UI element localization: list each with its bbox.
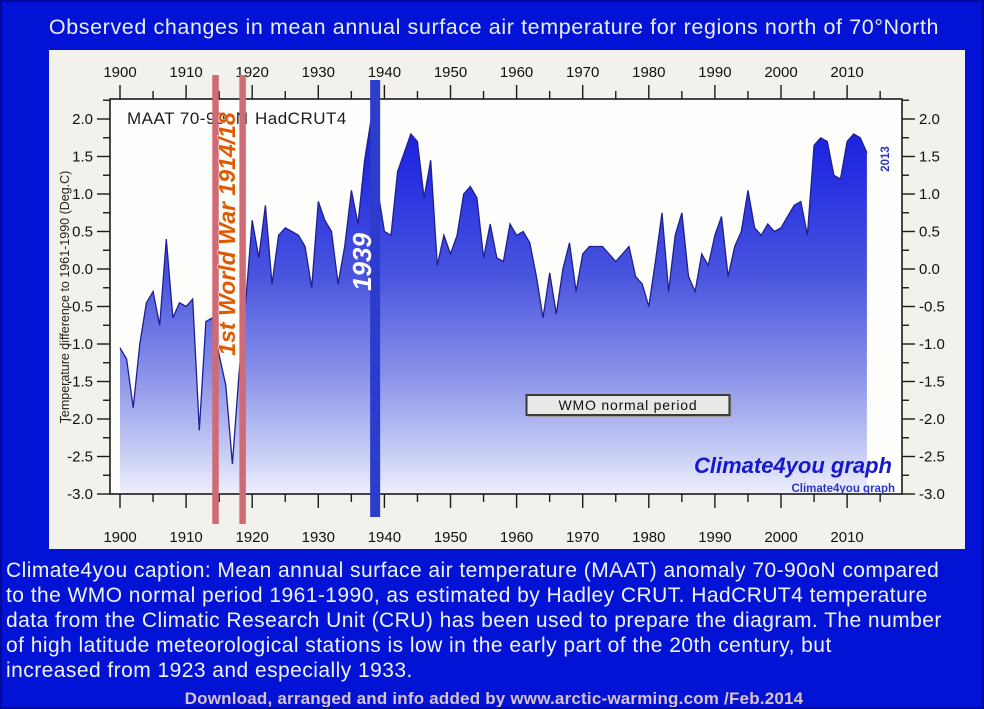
svg-text:-1.0: -1.0 [919, 336, 945, 353]
last-year-label: 2013 [880, 146, 892, 172]
year-1939-annotation-text: 1939 [347, 233, 377, 291]
svg-text:2010: 2010 [830, 529, 863, 546]
svg-text:-1.5: -1.5 [919, 374, 945, 391]
wmo-normal-period-box [525, 394, 731, 416]
svg-text:1980: 1980 [632, 64, 665, 81]
chart-panel: 2.0 2.0 1.5 1.5 1.0 1.0 0.5 0.5 0.0 0.0 -0.5 -0.5 -1… [49, 50, 965, 549]
svg-text:1940: 1940 [368, 64, 401, 81]
brand-text-small: Climate4you graph [791, 483, 895, 495]
svg-text:1.5: 1.5 [72, 149, 93, 166]
svg-text:-2.5: -2.5 [919, 449, 945, 466]
svg-text:2010: 2010 [830, 64, 863, 81]
axis-frame [109, 98, 903, 495]
svg-text:1940: 1940 [368, 529, 401, 546]
temperature-anomaly-chart: 2.0 2.0 1.5 1.5 1.0 1.0 0.5 0.5 0.0 0.0 -0.5 -0.5 -1… [58, 64, 945, 546]
svg-text:1950: 1950 [434, 529, 467, 546]
svg-text:1.5: 1.5 [919, 149, 940, 166]
wmo-normal-period-label: WMO normal period [559, 397, 698, 413]
svg-text:1920: 1920 [236, 529, 269, 546]
svg-text:2.0: 2.0 [72, 111, 93, 128]
svg-text:1930: 1930 [302, 64, 335, 81]
svg-text:1900: 1900 [103, 529, 136, 546]
ww1-annotation-text: 1st World War 1914/18 [214, 112, 240, 356]
y-axis-title: Temperature difference to 1961-1990 (Deg… [58, 171, 72, 424]
svg-text:2.0: 2.0 [919, 111, 940, 128]
axis-tick-labels: 2.0 2.0 1.5 1.5 1.0 1.0 0.5 0.5 0.0 0.0 -0.5 -0.5 -1… [67, 64, 945, 546]
svg-text:2000: 2000 [764, 64, 797, 81]
chart-caption: Climate4you caption: Mean annual surface… [6, 559, 942, 682]
svg-text:0.5: 0.5 [72, 224, 93, 241]
svg-text:2000: 2000 [764, 529, 797, 546]
svg-text:1970: 1970 [566, 529, 599, 546]
svg-text:1990: 1990 [698, 529, 731, 546]
credit-line: Download, arranged and info added by www… [184, 689, 804, 708]
svg-text:-2.5: -2.5 [67, 449, 93, 466]
page-title: Observed changes in mean annual surface … [48, 15, 940, 39]
svg-text:-2.0: -2.0 [919, 411, 945, 428]
svg-text:1900: 1900 [103, 64, 136, 81]
svg-text:1960: 1960 [500, 529, 533, 546]
svg-text:0.5: 0.5 [919, 224, 940, 241]
svg-text:1930: 1930 [302, 529, 335, 546]
svg-text:0.0: 0.0 [72, 261, 93, 278]
svg-text:1.0: 1.0 [72, 186, 93, 203]
svg-text:-2.0: -2.0 [67, 411, 93, 428]
brand-text-large: Climate4you graph [694, 453, 892, 478]
svg-text:-1.5: -1.5 [67, 374, 93, 391]
svg-text:1950: 1950 [434, 64, 467, 81]
svg-text:1910: 1910 [169, 529, 202, 546]
svg-text:1910: 1910 [169, 64, 202, 81]
axis-ticks [97, 85, 915, 508]
svg-text:0.0: 0.0 [919, 261, 940, 278]
svg-text:-1.0: -1.0 [67, 336, 93, 353]
svg-text:1980: 1980 [632, 529, 665, 546]
svg-text:1.0: 1.0 [919, 186, 940, 203]
svg-text:-0.5: -0.5 [67, 299, 93, 316]
svg-text:1970: 1970 [566, 64, 599, 81]
svg-text:1990: 1990 [698, 64, 731, 81]
svg-text:-0.5: -0.5 [919, 299, 945, 316]
svg-text:-3.0: -3.0 [919, 486, 945, 503]
dataset-label: HadCRUT4 [255, 109, 347, 128]
svg-text:1960: 1960 [500, 64, 533, 81]
svg-text:-3.0: -3.0 [67, 486, 93, 503]
